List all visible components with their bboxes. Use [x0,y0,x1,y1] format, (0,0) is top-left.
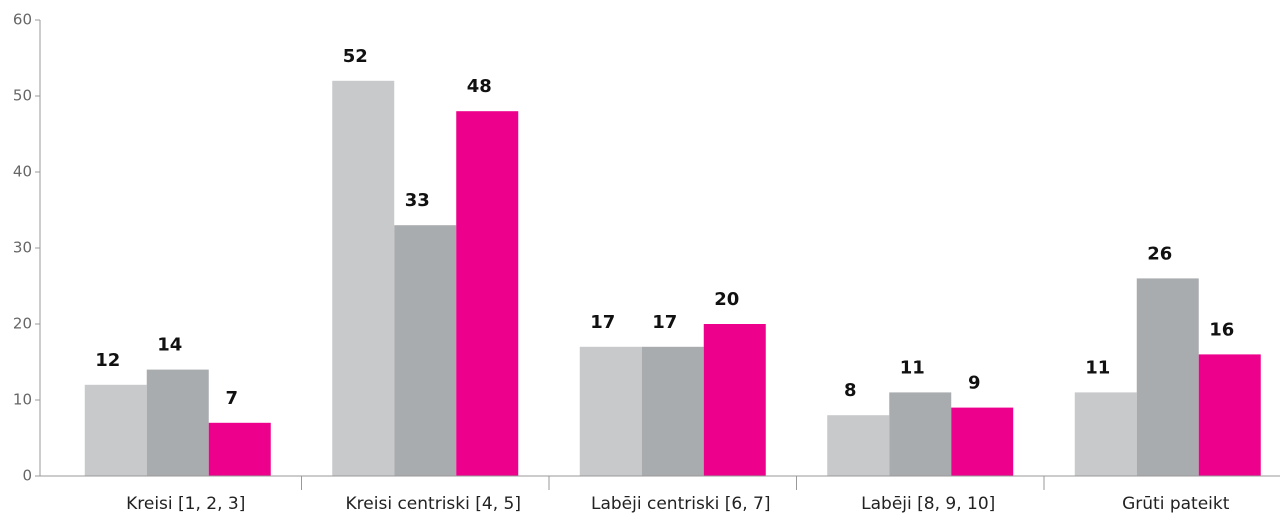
bar [84,384,147,476]
bar [1136,278,1199,476]
y-tick-label: 50 [13,87,32,105]
value-label: 26 [1147,243,1172,264]
bar [889,392,952,476]
y-tick-label: 60 [13,11,32,29]
bar [1198,354,1261,476]
value-label: 9 [968,373,981,394]
value-label: 11 [900,357,925,378]
x-tick-label: Labēji [8, 9, 10] [861,494,995,514]
value-label: 33 [405,190,430,211]
bar [456,111,519,476]
bar [827,415,890,476]
value-label: 7 [225,388,238,409]
value-label: 17 [652,312,677,333]
x-tick-label: Grūti pateikt [1122,494,1230,514]
value-label: 17 [590,312,615,333]
bar [208,422,271,476]
bar [579,346,642,476]
value-label: 11 [1085,357,1110,378]
value-label: 52 [343,46,368,67]
value-label: 20 [714,289,739,310]
value-label: 14 [157,335,182,356]
bar [146,369,209,476]
y-tick-label: 40 [13,163,32,181]
bar [332,80,395,477]
bar [394,225,457,476]
x-tick-label: Kreisi [1, 2, 3] [126,494,245,514]
y-tick-label: 0 [22,467,32,485]
x-tick-label: Labēji centriski [6, 7] [591,494,770,514]
value-label: 16 [1209,319,1234,340]
bar [1074,392,1137,476]
value-label: 12 [95,350,120,371]
bar [641,346,704,476]
bar [703,324,766,476]
bar [951,407,1014,476]
value-label: 8 [844,380,857,401]
y-tick-label: 20 [13,315,32,333]
y-tick-label: 30 [13,239,32,257]
x-tick-label: Kreisi centriski [4, 5] [346,494,521,514]
value-label: 48 [467,76,492,97]
y-tick-label: 10 [13,391,32,409]
